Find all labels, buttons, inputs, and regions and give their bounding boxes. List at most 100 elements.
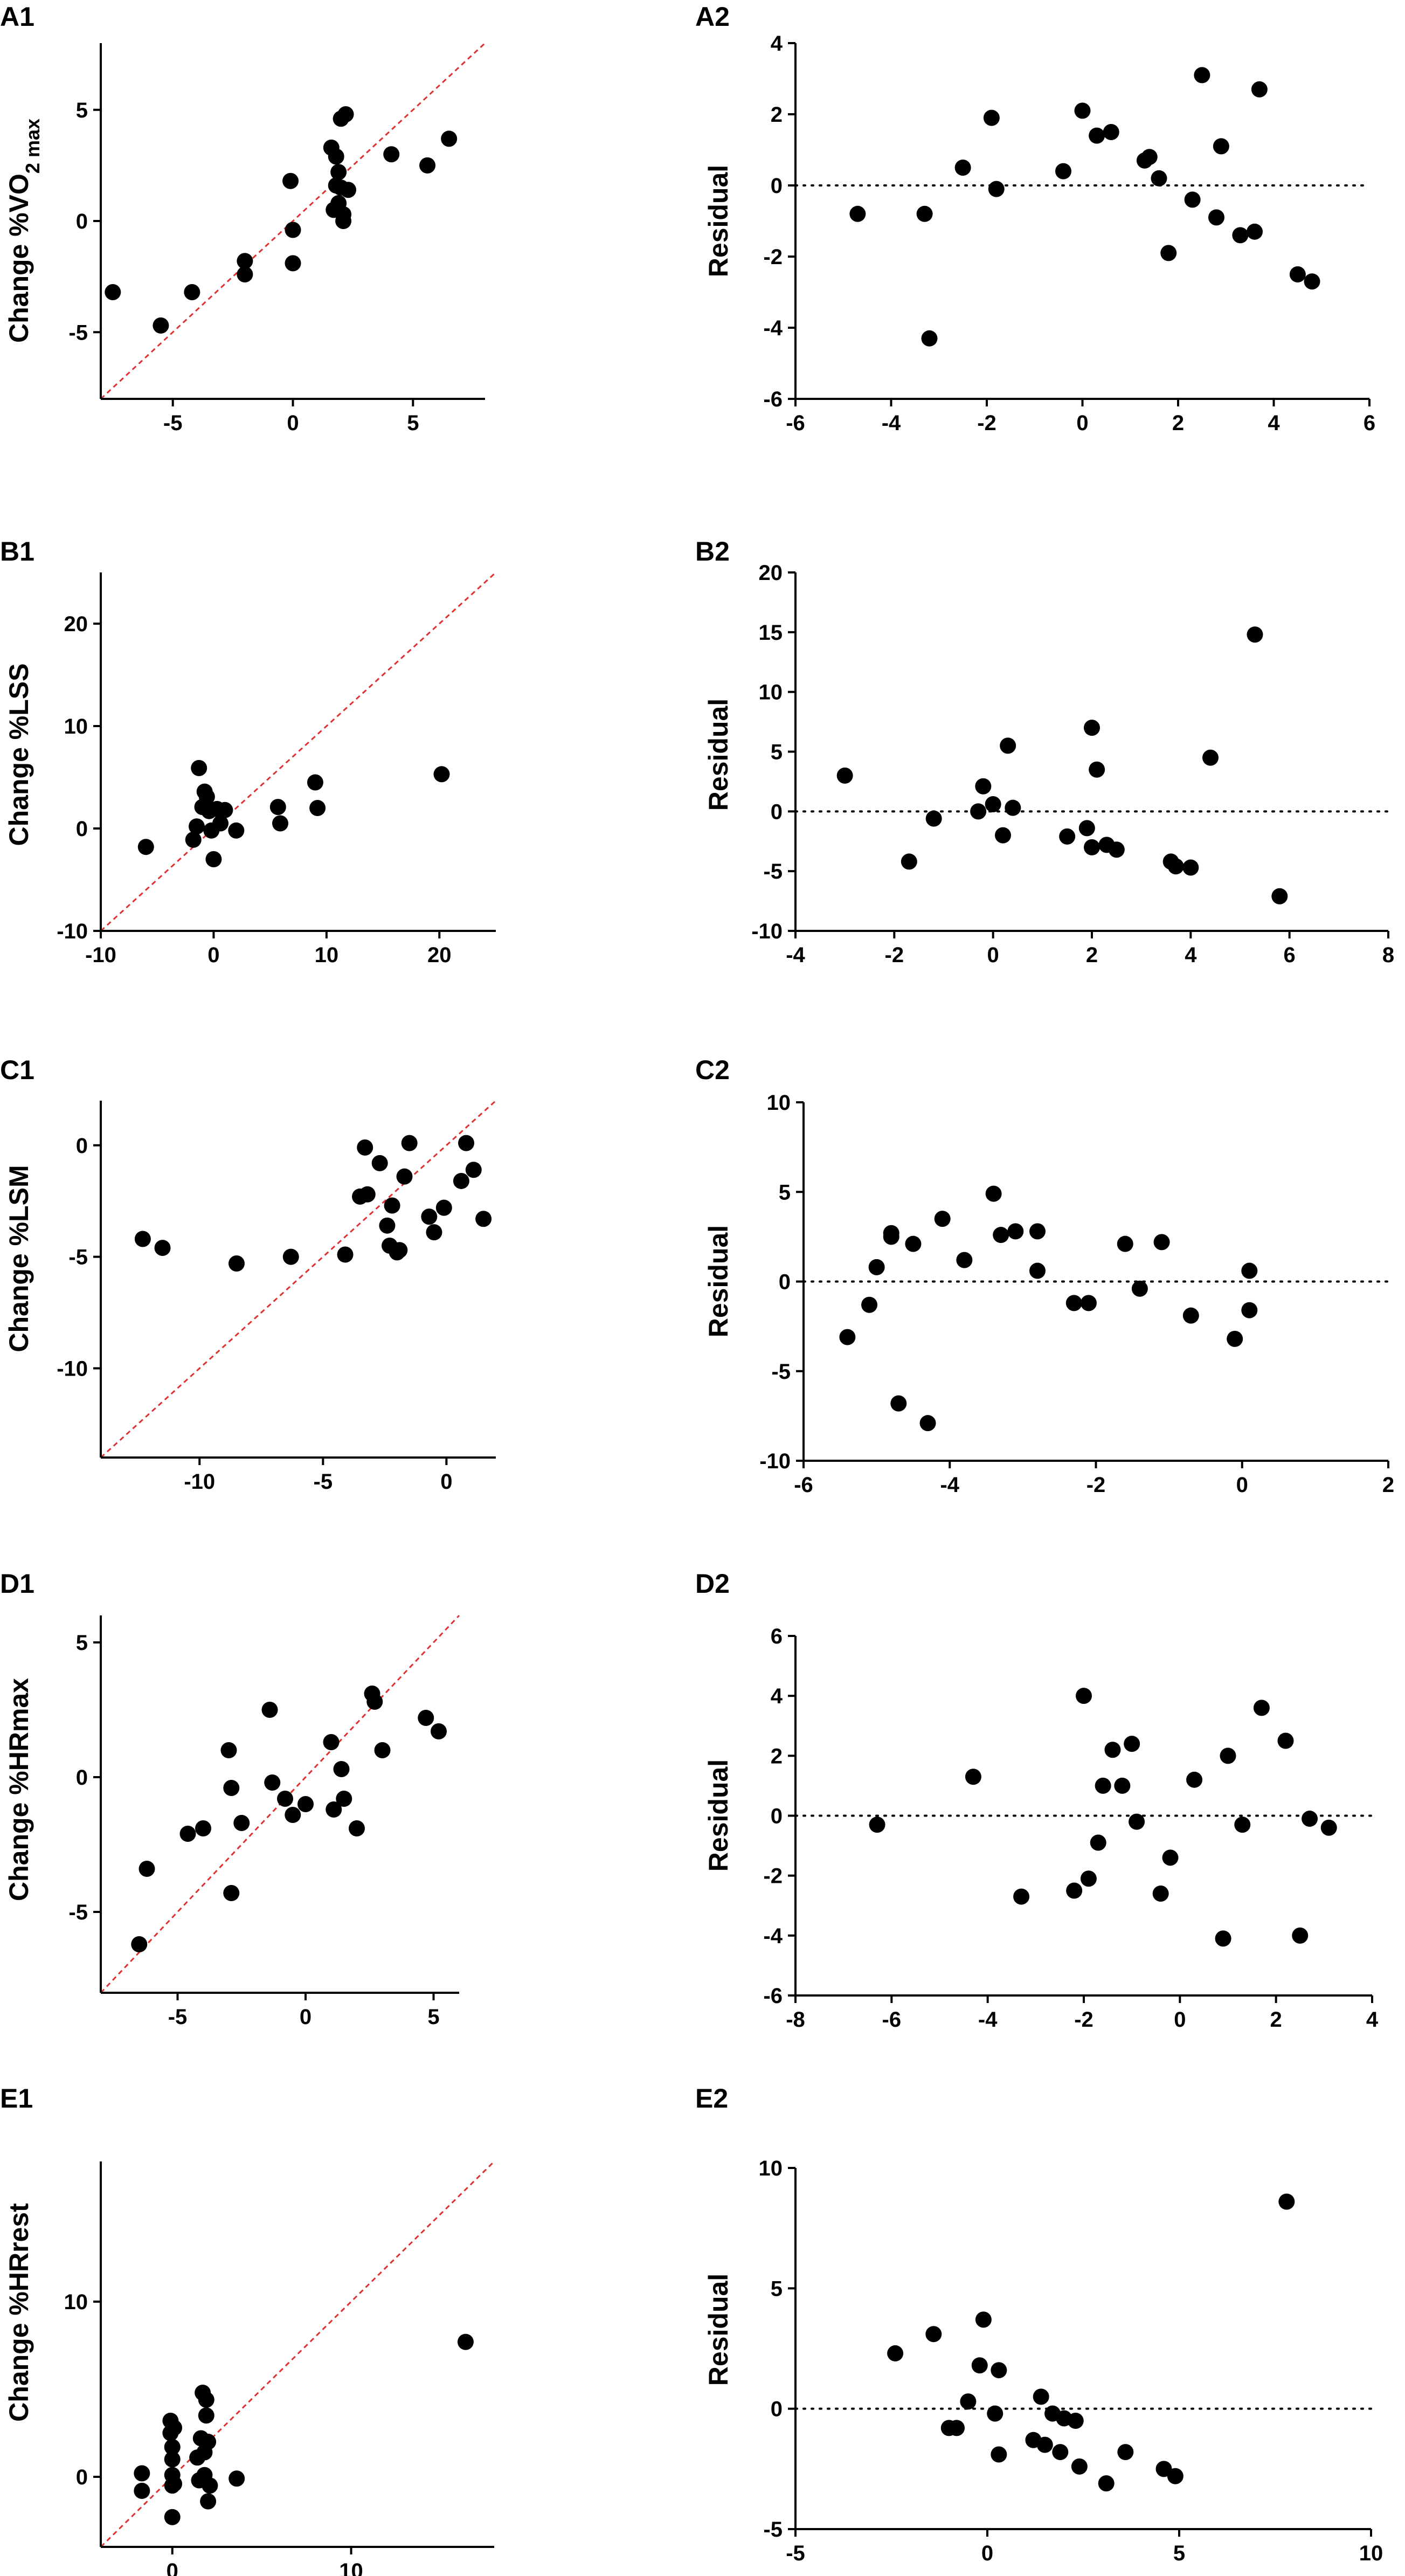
panel-c1-data-point [458, 1135, 475, 1151]
panel-c2-data-point [1241, 1262, 1258, 1279]
panel-a2-data-point [954, 160, 971, 176]
panel-b2-data-point [901, 853, 917, 870]
panel-d1-data-point [323, 1734, 340, 1750]
panel-c2-data-point [1182, 1307, 1199, 1324]
panel-c1-data-point [337, 1246, 354, 1263]
panel-b2-data-point [1078, 820, 1095, 837]
panel-b1-identity-line [100, 571, 497, 932]
panel-c1-title: C1 [0, 1055, 34, 1085]
panel-d1-plot-area: -5 0 5 -5 0 5 [68, 1614, 460, 2029]
panel-e1-data-point [134, 2465, 150, 2482]
panel-c2-x-tick-label: 2 [1382, 1473, 1394, 1497]
panel-d1-data-point [349, 1820, 365, 1836]
panel-a1-y-axis-label-main: Change %VO [4, 174, 34, 343]
panel-c2-y-tick-label: 5 [779, 1180, 791, 1204]
panel-e2-data-point [949, 2420, 965, 2436]
panel-b1-data-point [191, 759, 207, 776]
panel-a2-x-tick-label: 6 [1364, 411, 1375, 435]
panel-e2-data-point [1052, 2444, 1069, 2461]
panel-b1-x-tick-label: 10 [315, 943, 339, 967]
panel-d1-title: D1 [0, 1569, 34, 1599]
panel-d2-data-point [1066, 1882, 1083, 1899]
panel-a1-data-point [184, 284, 200, 300]
panel-a1-data-point [335, 206, 352, 223]
panel-c2-y-axis-label: Residual [703, 1225, 733, 1337]
panel-b2-y-tick-label: 5 [771, 741, 783, 764]
panel-d2-data-point [1320, 1819, 1337, 1836]
panel-a2-y-tick-label: 2 [771, 103, 783, 127]
panel-b2-data-point [1182, 859, 1199, 876]
panel-a2-data-point [849, 205, 866, 222]
panel-d1-data-point [277, 1791, 293, 1807]
panel-a1-x-tick-label: 5 [407, 411, 419, 435]
panel-b2-y-tick-label: 20 [759, 561, 783, 585]
panel-d2-data-point [1220, 1748, 1236, 1764]
panel-c1-data-point [475, 1211, 492, 1227]
panel-e1-data-point [229, 2470, 245, 2487]
panel-e2-y-tick-label: 0 [771, 2398, 783, 2421]
panel-b2-x-tick-label: 4 [1185, 943, 1197, 967]
panel-e2: E2 Residual -5 0 5 10 -5 0 5 10 [695, 2083, 1383, 2565]
panel-b1-y-tick-label: 10 [64, 715, 88, 738]
panel-a2-data-point [1151, 170, 1167, 187]
panel-b1-title: B1 [0, 536, 34, 567]
panel-d2-y-tick-label: 2 [771, 1744, 783, 1768]
panel-e2-x-tick-label: 10 [1359, 2542, 1383, 2565]
panel-d1-data-point [374, 1742, 391, 1758]
panel-c2-y-tick-label: 10 [767, 1091, 791, 1115]
panel-d2-x-tick-label: -6 [882, 2008, 902, 2032]
panel-e2-data-point [925, 2326, 942, 2343]
panel-a2-data-point [1184, 191, 1201, 208]
panel-a2-data-point [1074, 102, 1091, 119]
panel-a2-data-point [921, 330, 938, 347]
panel-a2: A2 Residual -6 -4 -2 0 2 4 6 -6 -4 -2 0 2 4 [695, 2, 1375, 435]
panel-d1-x-tick-label: -5 [168, 2005, 188, 2029]
panel-d1-data-point [336, 1791, 352, 1807]
panel-a1-y-tick-label: -5 [68, 321, 88, 344]
panel-c2-x-tick-label: 0 [1236, 1473, 1248, 1497]
panel-c1-data-point [282, 1248, 299, 1265]
panel-b2-data-point [1247, 626, 1263, 643]
panel-b1-data-point [137, 839, 154, 855]
panel-d1-y-tick-label: -5 [68, 1901, 88, 1924]
panel-e2-plot-area: -5 0 5 10 -5 0 5 10 [759, 2157, 1383, 2565]
panel-e1-data-point [200, 2493, 217, 2510]
panel-d2-data-point [1076, 1688, 1092, 1704]
panel-b2-y-axis-label: Residual [703, 699, 733, 811]
panel-a1-data-point [282, 172, 299, 189]
panel-d2-data-point [1129, 1813, 1145, 1830]
panel-a1-plot-area: -5 0 5 -5 0 5 [68, 42, 486, 435]
panel-c2-y-tick-label: -5 [771, 1360, 791, 1384]
panel-c2-data-point [1241, 1302, 1258, 1318]
panel-c1-data-point [401, 1135, 418, 1151]
panel-a2-y-tick-label: -6 [763, 388, 783, 411]
panel-c1-data-point [228, 1255, 245, 1272]
panel-e2-data-point [1071, 2458, 1088, 2475]
panel-d2-data-point [1253, 1700, 1270, 1716]
panel-e2-y-tick-label: 10 [759, 2157, 783, 2180]
panel-e2-y-tick-label: 5 [771, 2277, 783, 2301]
panel-e1-x-tick-label: 10 [339, 2559, 363, 2576]
panel-a1-data-point [285, 255, 301, 272]
panel-b2: B2 Residual -4 -2 0 2 4 6 8 -10 -5 0 5 10 15 20 [695, 536, 1394, 967]
panel-b2-data-point [1271, 888, 1288, 904]
panel-c1-data-point [134, 1231, 151, 1247]
panel-c2-data-point [1117, 1235, 1133, 1252]
panel-a1-data-point [237, 253, 253, 270]
panel-d2-x-tick-label: -4 [978, 2008, 998, 2032]
panel-a1-data-point [328, 148, 344, 165]
panel-b2-data-point [975, 778, 992, 795]
panel-b1-data-point [272, 815, 288, 832]
panel-b2-y-tick-label: -5 [763, 860, 783, 883]
panel-e2-data-point [991, 2362, 1007, 2379]
panel-d1-x-tick-label: 0 [300, 2005, 312, 2029]
panel-a1-data-point [153, 317, 169, 334]
panel-a2-data-point [916, 205, 933, 222]
panel-c1-data-point [359, 1186, 376, 1203]
panel-a1-title: A1 [0, 2, 34, 32]
panel-d2-data-point [1013, 1888, 1030, 1905]
panel-c1-data-point [371, 1155, 388, 1171]
panel-a2-y-axis-label: Residual [703, 165, 733, 277]
panel-a1-data-point [441, 130, 458, 147]
panel-c1-data-point [465, 1162, 482, 1178]
